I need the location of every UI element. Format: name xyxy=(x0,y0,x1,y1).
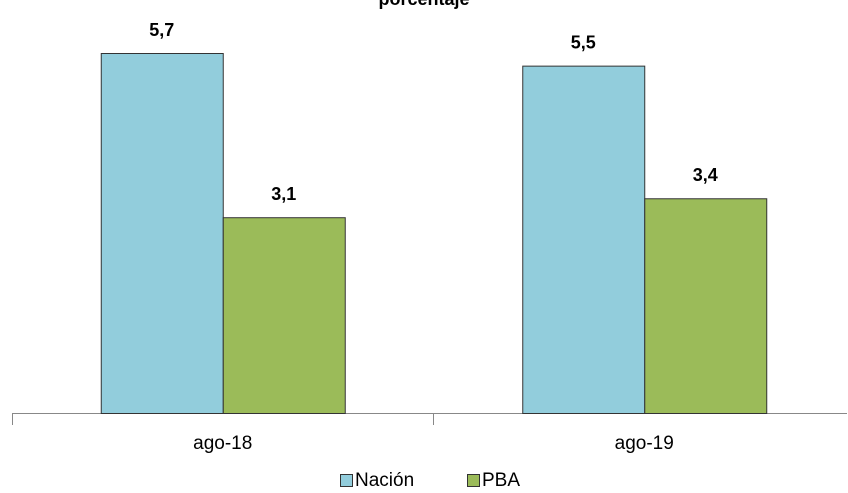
data-label: 3,4 xyxy=(693,165,718,185)
x-tick-label: ago-19 xyxy=(615,433,674,454)
legend-swatch xyxy=(467,474,480,487)
data-label: 3,1 xyxy=(271,184,296,204)
legend-label: Nación xyxy=(355,470,414,491)
bar xyxy=(222,217,346,414)
legend-label: PBA xyxy=(482,470,520,491)
chart-title: porcentaje xyxy=(378,0,469,9)
data-label: 5,7 xyxy=(149,20,174,40)
data-label: 5,5 xyxy=(571,32,596,52)
bar xyxy=(522,65,646,414)
x-tick-label: ago-18 xyxy=(193,433,252,454)
bar xyxy=(100,53,224,414)
bar xyxy=(644,198,768,414)
legend-swatch xyxy=(340,474,353,487)
